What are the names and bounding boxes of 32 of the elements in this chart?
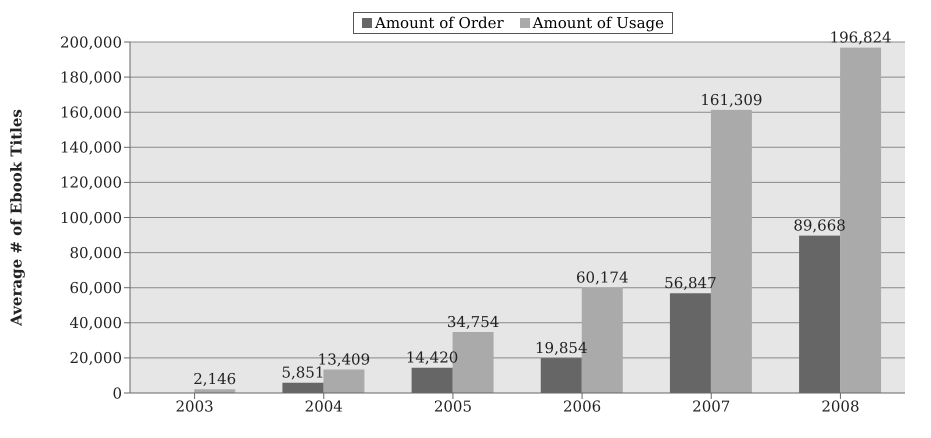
data-label: 14,420 xyxy=(406,348,458,367)
data-label: 161,309 xyxy=(700,90,762,109)
data-label: 89,668 xyxy=(793,216,846,235)
y-tick-label: 80,000 xyxy=(70,244,122,262)
x-tick-label: 2003 xyxy=(175,398,214,416)
y-axis-title: Average # of Ebook Titles xyxy=(7,109,26,327)
legend-label: Amount of Usage xyxy=(532,14,664,32)
y-tick-label: 120,000 xyxy=(60,174,122,192)
x-tick-label: 2006 xyxy=(562,398,602,416)
data-label: 196,824 xyxy=(830,28,892,47)
y-tick-label: 140,000 xyxy=(60,138,122,157)
data-label: 34,754 xyxy=(446,313,500,332)
x-tick-label: 2008 xyxy=(821,398,860,416)
legend-label: Amount of Order xyxy=(375,14,504,32)
y-tick-label: 40,000 xyxy=(70,314,122,332)
bar xyxy=(194,389,236,393)
bar xyxy=(323,369,364,393)
data-label: 60,174 xyxy=(576,268,628,286)
data-label: 56,847 xyxy=(664,274,717,292)
y-tick-label: 180,000 xyxy=(60,68,122,86)
y-tick-label: 60,000 xyxy=(70,279,122,298)
x-tick-label: 2005 xyxy=(434,398,472,416)
y-tick-label: 0 xyxy=(112,384,122,402)
y-tick-label: 200,000 xyxy=(60,33,122,52)
y-tick-label: 20,000 xyxy=(70,349,122,368)
x-tick-label: 2004 xyxy=(304,398,343,416)
y-tick-label: 100,000 xyxy=(60,208,122,227)
data-label: 5,851 xyxy=(281,364,324,382)
x-tick-label: 2007 xyxy=(692,398,730,416)
y-tick-label: 160,000 xyxy=(60,104,122,122)
data-label: 2,146 xyxy=(193,370,236,388)
data-label: 19,854 xyxy=(535,339,588,358)
